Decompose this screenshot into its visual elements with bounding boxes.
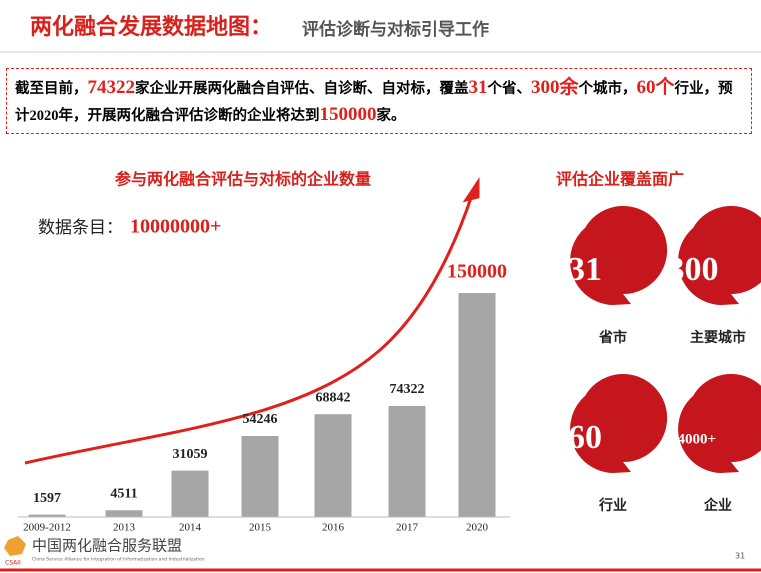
value-label: 68842 bbox=[316, 390, 351, 405]
bar bbox=[314, 414, 352, 517]
bubble-value: 60 bbox=[568, 419, 602, 456]
value-label: 31059 bbox=[173, 447, 208, 462]
value-label: 4511 bbox=[110, 486, 137, 501]
bar-chart: 1597 2009-2012 4511 2013 31059 2014 54246 2015 6… bbox=[18, 261, 510, 534]
bar bbox=[388, 406, 426, 517]
trend-arrow bbox=[24, 194, 474, 465]
summary-text: 截至目前， bbox=[15, 81, 88, 97]
summary-text: 个城市， bbox=[578, 81, 637, 97]
page-number: 31 bbox=[735, 552, 745, 561]
summary-text: 行业，预计2020年，开展两化融合评估诊断的企业将达到 bbox=[15, 81, 733, 124]
x-tick-label: 2014 bbox=[179, 522, 202, 534]
bubble bbox=[570, 374, 668, 473]
bubble-label: 企业 bbox=[703, 497, 732, 514]
chart-title: 参与两化融合评估与对标的企业数量 bbox=[115, 170, 371, 189]
summary-highlight: 150000 bbox=[319, 104, 377, 125]
bubble-value: 74000+ bbox=[670, 431, 716, 447]
summary-highlight: 31 bbox=[468, 77, 488, 98]
bar bbox=[171, 470, 209, 517]
bubble bbox=[570, 206, 668, 305]
x-tick-label: 2009-2012 bbox=[23, 522, 71, 534]
summary-text: 个省、 bbox=[487, 81, 532, 97]
logo: CSAII bbox=[4, 536, 26, 567]
coverage-title: 评估企业覆盖面广 bbox=[556, 170, 684, 189]
bubble bbox=[678, 374, 761, 473]
summary-text: 家。 bbox=[376, 108, 406, 124]
value-label: 1597 bbox=[33, 491, 61, 506]
summary-highlight: 300余 bbox=[531, 77, 579, 98]
x-tick-label: 2017 bbox=[396, 522, 419, 534]
bubble-label: 主要城市 bbox=[690, 329, 746, 346]
subtitle: 评估诊断与对标引导工作 bbox=[302, 19, 489, 40]
summary: 截至目前，74322家企业开展两化融合自评估、自诊断、自对标，覆盖31个省、30… bbox=[6, 68, 752, 134]
arrow-head bbox=[462, 177, 480, 203]
logo-mark bbox=[4, 536, 26, 556]
x-tick-label: 2016 bbox=[322, 522, 345, 534]
bubble-value: 300 bbox=[668, 251, 719, 288]
entries-value: 10000000+ bbox=[130, 216, 221, 238]
summary-highlight: 74322 bbox=[87, 77, 136, 98]
summary-text: 家企业开展两化融合自评估、自诊断、自对标，覆盖 bbox=[135, 81, 469, 97]
bubble-label: 行业 bbox=[598, 497, 627, 514]
title: 两化融合发展数据地图： bbox=[30, 14, 272, 40]
bar bbox=[28, 514, 66, 517]
value-label: 54246 bbox=[243, 412, 278, 427]
coverage: 31 省市 300 主要城市 60 行业 74000+ 企业 bbox=[568, 206, 761, 514]
bar bbox=[241, 435, 279, 517]
value-label: 150000 bbox=[447, 261, 507, 283]
bubble-label: 省市 bbox=[598, 329, 627, 346]
bubble bbox=[678, 206, 761, 305]
org-en: China Service Alliance for Integration o… bbox=[32, 557, 205, 563]
bar bbox=[105, 510, 143, 517]
summary-highlight: 60个 bbox=[636, 77, 675, 98]
bubble-value: 31 bbox=[568, 251, 602, 288]
x-tick-label: 2020 bbox=[466, 522, 489, 534]
org: 中国两化融合服务联盟 bbox=[32, 537, 182, 555]
entries-label: 数据条目： bbox=[38, 218, 123, 238]
value-label: 74322 bbox=[390, 382, 425, 397]
x-tick-label: 2013 bbox=[113, 522, 136, 534]
bar bbox=[458, 293, 496, 517]
x-tick-label: 2015 bbox=[249, 522, 272, 534]
logo-text: CSAII bbox=[5, 560, 21, 567]
